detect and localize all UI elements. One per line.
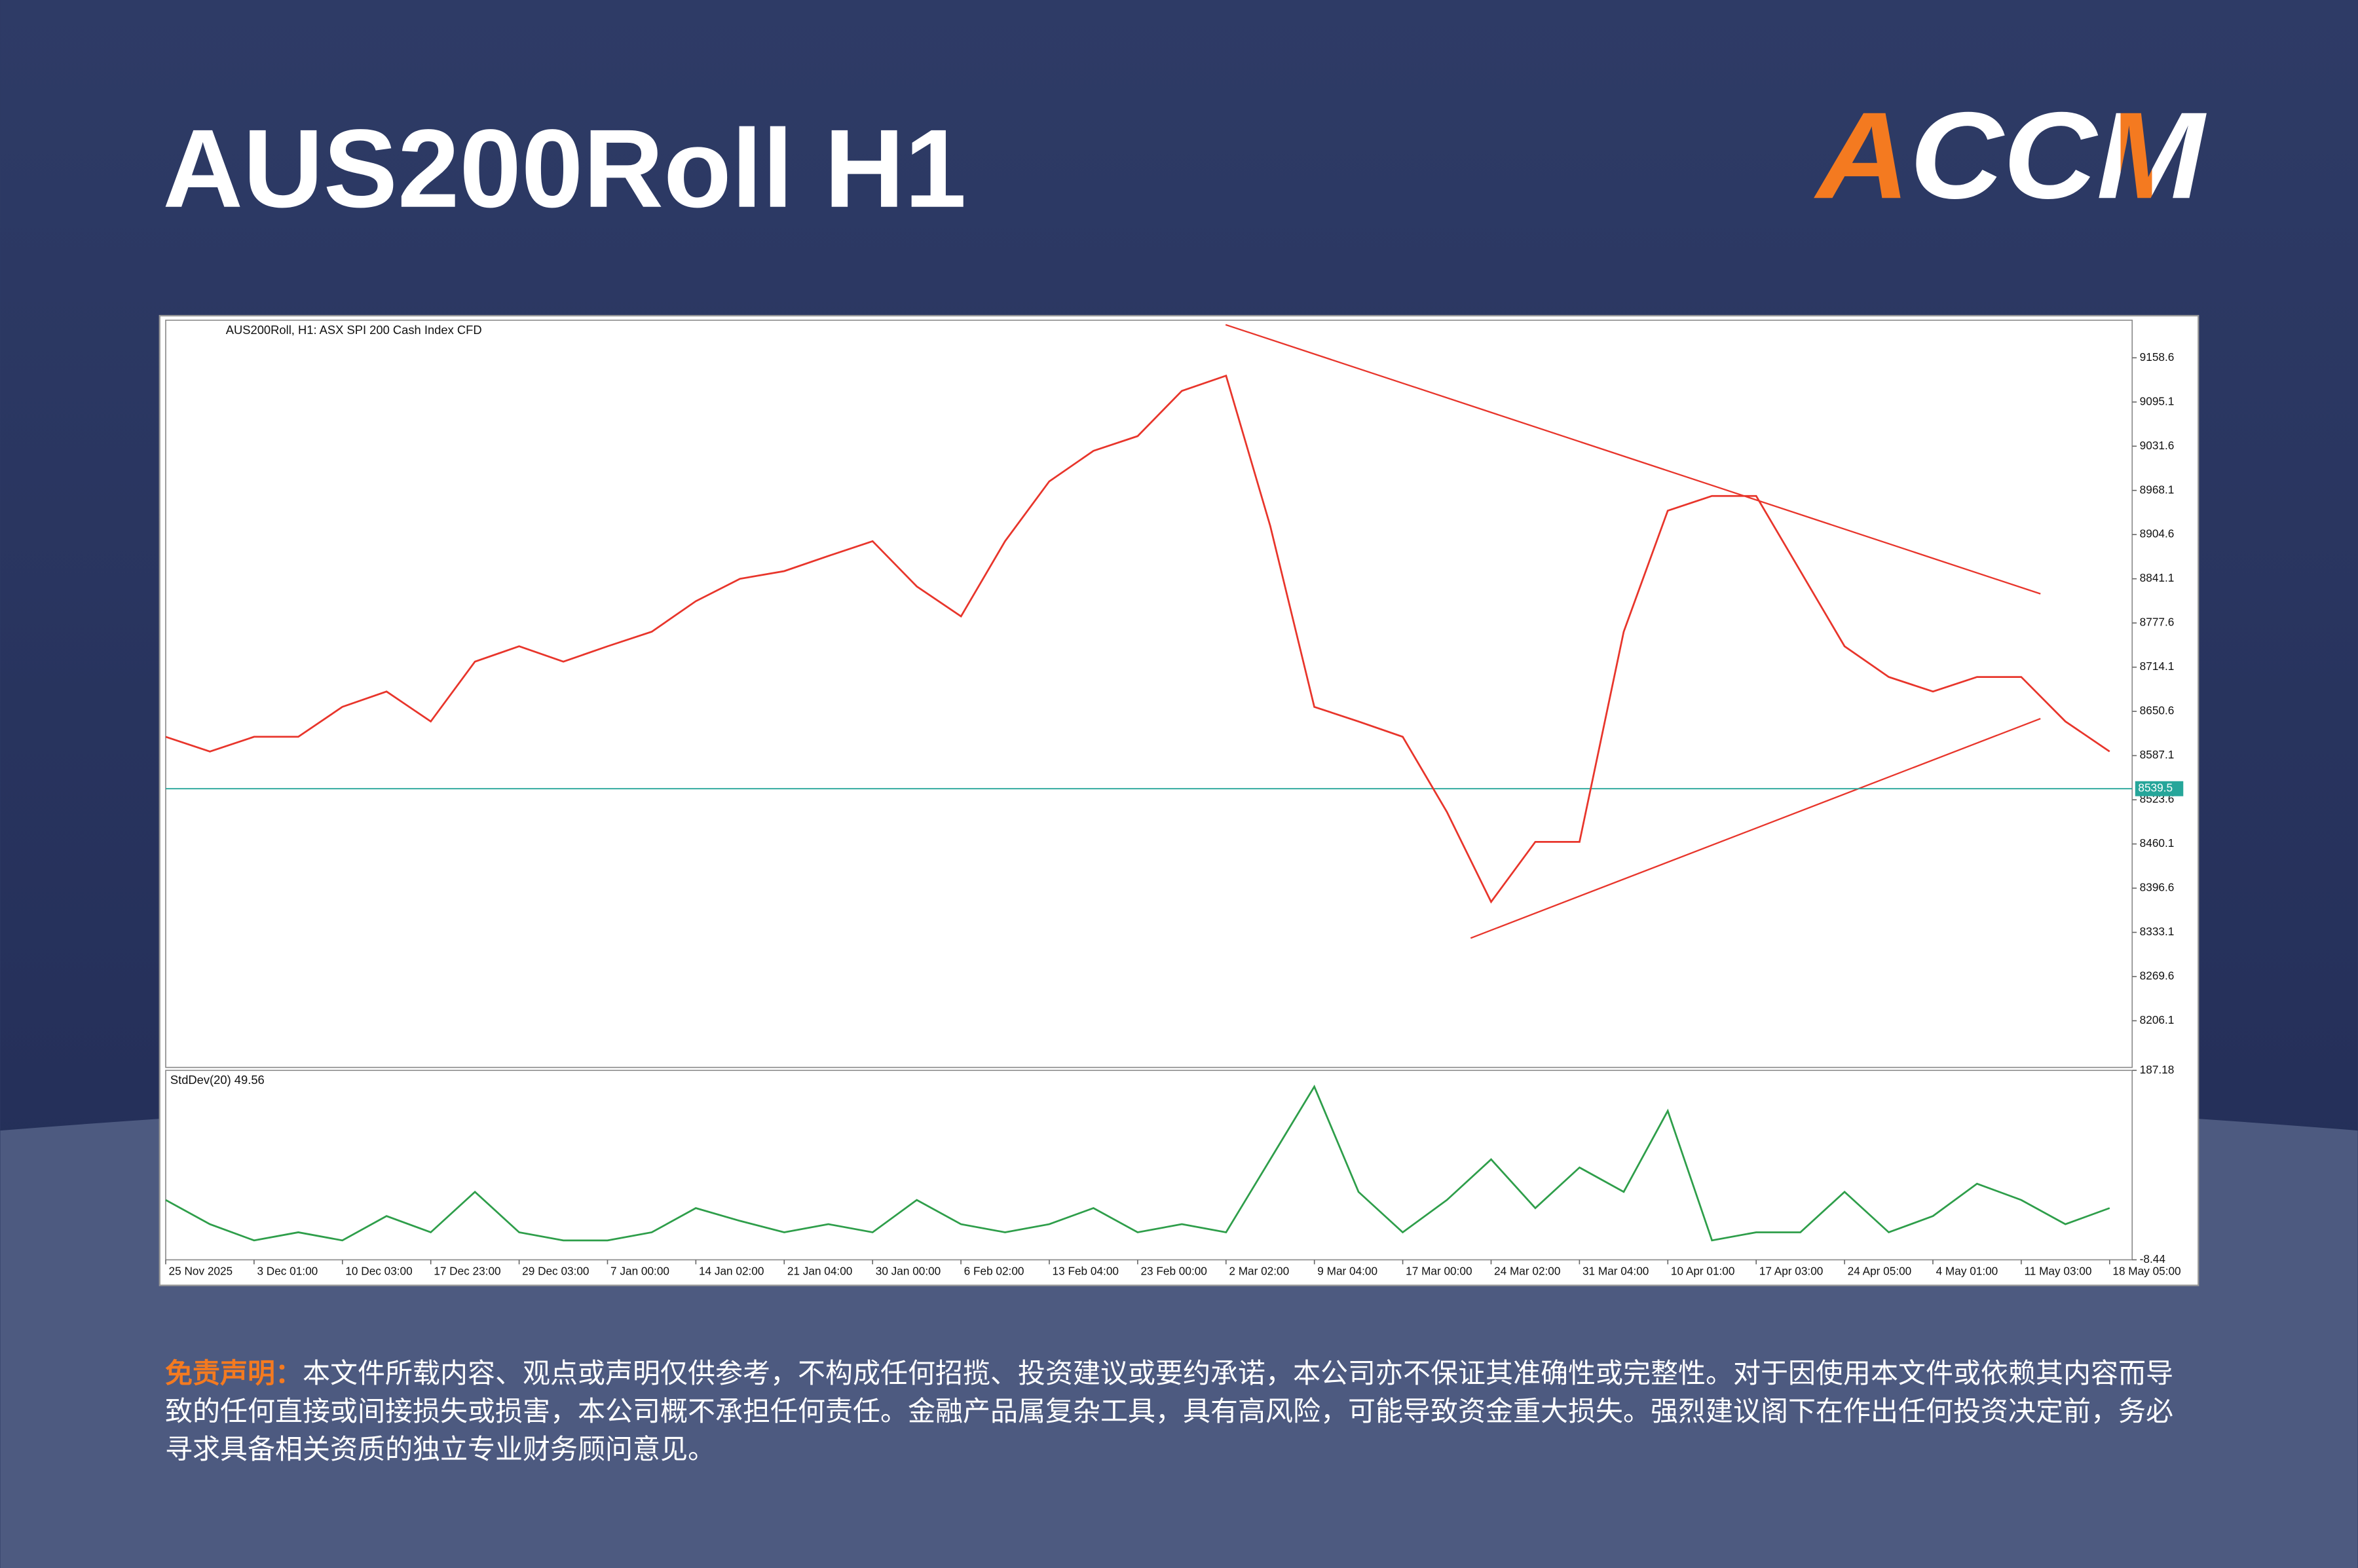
plot: 9158.6 9095.1 9031.6 8968.1 8904.6 8841.1 8777… bbox=[165, 350, 2184, 1277]
x-tick-label: 17 Mar 00:00 bbox=[1406, 1264, 1472, 1277]
x-tick-label: 7 Jan 00:00 bbox=[610, 1264, 669, 1277]
x-tick-label: 30 Jan 00:00 bbox=[876, 1264, 941, 1277]
y-tick-label: -8.44 bbox=[2140, 1252, 2166, 1265]
x-tick-label: 6 Feb 02:00 bbox=[964, 1264, 1024, 1277]
x-tick-label: 14 Jan 02:00 bbox=[699, 1264, 764, 1277]
x-tick-label: 17 Apr 03:00 bbox=[1759, 1264, 1824, 1277]
y-tick-label: 8968.1 bbox=[2140, 483, 2175, 496]
y-tick-label: 8333.1 bbox=[2140, 925, 2175, 938]
y-tick-label: 8714.1 bbox=[2140, 660, 2175, 673]
x-tick-label: 10 Apr 01:00 bbox=[1671, 1264, 1735, 1277]
x-tick-label: 2 Mar 02:00 bbox=[1229, 1264, 1289, 1277]
chart-frame bbox=[159, 314, 2199, 1286]
y-tick-label: 8841.1 bbox=[2140, 571, 2175, 584]
y-tick-label: 8777.6 bbox=[2140, 616, 2175, 629]
y-tick-label: 8587.1 bbox=[2140, 748, 2175, 761]
indicator-label: StdDev(20) 49.56 bbox=[170, 1073, 265, 1087]
trendline bbox=[1225, 324, 2041, 595]
x-tick-label: 24 Apr 05:00 bbox=[1848, 1264, 1912, 1277]
y-tick-label: 8396.6 bbox=[2140, 881, 2175, 894]
last-price-label: 8539.5 bbox=[2138, 781, 2173, 794]
x-tick-label: 4 May 01:00 bbox=[1936, 1264, 1998, 1277]
y-tick-label: 9031.6 bbox=[2140, 439, 2175, 452]
price-panel bbox=[165, 320, 2133, 1068]
y-tick-label: 8269.6 bbox=[2140, 969, 2175, 982]
y-tick-label: 187.18 bbox=[2140, 1063, 2175, 1076]
x-tick-label: 11 May 03:00 bbox=[2024, 1264, 2091, 1277]
x-tick-label: 24 Mar 02:00 bbox=[1494, 1264, 1560, 1277]
page-title: AUS200Roll H1 bbox=[162, 106, 966, 231]
x-tick-label: 21 Jan 04:00 bbox=[787, 1264, 852, 1277]
x-tick-label: 17 Dec 23:00 bbox=[434, 1264, 500, 1277]
x-tick-label: 10 Dec 03:00 bbox=[345, 1264, 412, 1277]
chart-subtitle: AUS200Roll, H1: ASX SPI 200 Cash Index C… bbox=[226, 323, 482, 337]
x-tick-label: 18 May 05:00 bbox=[2112, 1264, 2180, 1277]
disclaimer: 免责声明：本文件所载内容、观点或声明仅供参考，不构成任何招揽、投资建议或要约承诺… bbox=[165, 1354, 2196, 1468]
data-line bbox=[165, 374, 2110, 904]
y-tick-label: 9095.1 bbox=[2140, 394, 2175, 407]
x-tick-label: 9 Mar 04:00 bbox=[1317, 1264, 1377, 1277]
stddev-panel bbox=[165, 1070, 2133, 1261]
x-tick-label: 25 Nov 2025 bbox=[169, 1264, 233, 1277]
x-tick-label: 29 Dec 03:00 bbox=[522, 1264, 589, 1277]
y-tick-label: 8206.1 bbox=[2140, 1013, 2175, 1026]
y-tick-label: 8904.6 bbox=[2140, 527, 2175, 540]
x-tick-label: 31 Mar 04:00 bbox=[1582, 1264, 1649, 1277]
x-tick-label: 23 Feb 00:00 bbox=[1140, 1264, 1207, 1277]
data-line bbox=[165, 1085, 2110, 1242]
logo: ACCM bbox=[1814, 86, 2207, 224]
y-tick-label: 8460.1 bbox=[2140, 836, 2175, 849]
disclaimer-label: 免责声明： bbox=[165, 1358, 303, 1389]
x-tick-label: 13 Feb 04:00 bbox=[1053, 1264, 1119, 1277]
trendline bbox=[1470, 718, 2041, 939]
last-price-box bbox=[2135, 781, 2184, 796]
x-tick-label: 3 Dec 01:00 bbox=[257, 1264, 318, 1277]
y-tick-label: 9158.6 bbox=[2140, 350, 2175, 364]
disclaimer-text: 本文件所载内容、观点或声明仅供参考，不构成任何招揽、投资建议或要约承诺，本公司亦… bbox=[165, 1358, 2174, 1465]
y-tick-label: 8650.6 bbox=[2140, 704, 2175, 717]
